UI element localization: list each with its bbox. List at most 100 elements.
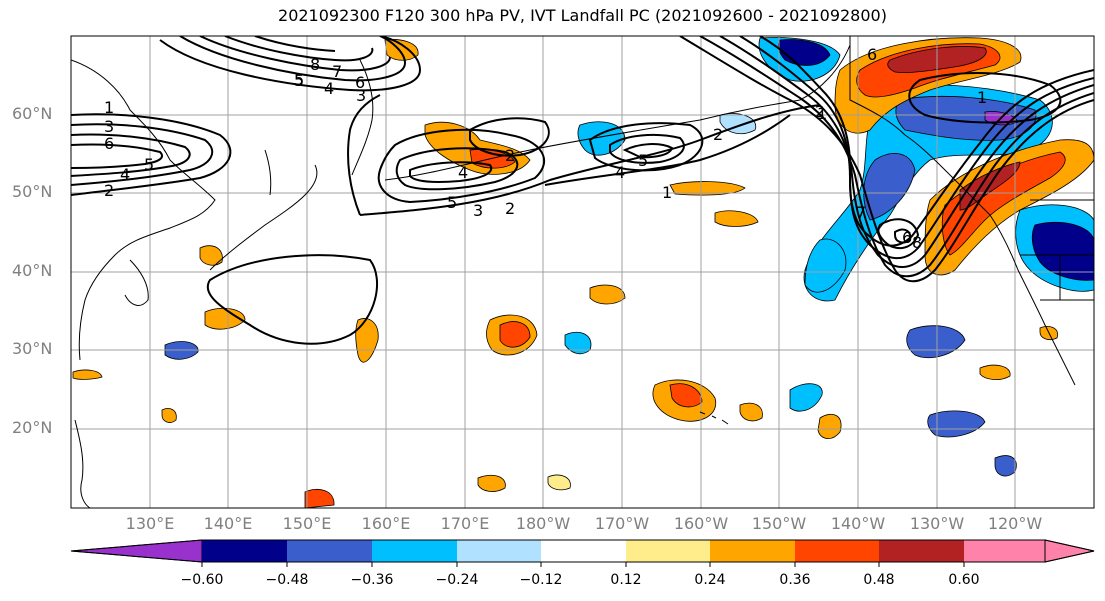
- colorbar-bin: [879, 540, 964, 562]
- contour-label: 6: [104, 134, 114, 153]
- colorbar-tick-label: 0.48: [863, 572, 895, 588]
- contour-label: 1: [104, 98, 114, 117]
- colorbar-bin: [372, 540, 457, 562]
- colorbar-bin: [626, 540, 710, 562]
- lat-label: 50°N: [12, 182, 53, 201]
- colorbar-extend-low: [70, 539, 203, 563]
- pos-anomaly-16: [161, 408, 177, 423]
- pos-anomaly-6: [589, 284, 626, 305]
- contour-label: 3: [473, 201, 483, 220]
- pos-anomaly-13: [739, 402, 763, 422]
- contour-label: 4: [324, 79, 334, 98]
- contour-label: 6: [355, 73, 365, 92]
- lon-label: 140°W: [830, 514, 886, 533]
- map-plot-area: 1 3 6 2 4 5 5 8 7 6 5 4 3 2 4 5 3 2 5 4 …: [71, 36, 1094, 508]
- pos-anomaly-17: [72, 369, 103, 380]
- colorbar-tick-label: −0.48: [265, 572, 309, 588]
- lon-label: 150°W: [751, 514, 807, 533]
- lon-label: 120°W: [987, 514, 1043, 533]
- lon-label: 180°W: [515, 514, 571, 533]
- contour-label: 2: [815, 102, 825, 121]
- contour-label: 5: [447, 193, 457, 212]
- colorbar-bin: [202, 540, 287, 562]
- contour-label: 1: [977, 88, 987, 107]
- colorbar-bin: [457, 540, 541, 562]
- colorbar-tick-label: −0.36: [350, 572, 394, 588]
- pos-anomaly-9: [204, 307, 246, 330]
- pos-anomaly-8: [714, 210, 759, 227]
- colorbar-tick-label: 0.12: [610, 572, 642, 588]
- colorbar-tick-label: −0.12: [519, 572, 563, 588]
- colorbar-tick-label: −0.60: [180, 572, 224, 588]
- lat-label: 40°N: [12, 261, 53, 280]
- lon-label: 170°E: [440, 514, 490, 533]
- pos-anomaly-15: [979, 364, 1011, 380]
- contour-label: 3: [104, 117, 114, 136]
- coast-nw-america: [904, 134, 1076, 386]
- pos-core-pnw: [941, 151, 1066, 256]
- pos-anomaly-11: [477, 474, 506, 492]
- coast-us-states: [1020, 199, 1094, 301]
- lon-label: 130°W: [909, 514, 965, 533]
- pv-contours: [71, 36, 1094, 345]
- pos-anomaly-18: [547, 474, 571, 491]
- contour-label: 5: [144, 155, 154, 174]
- coast-alaska: [799, 36, 906, 136]
- pos-anomaly-7: [669, 181, 746, 196]
- colorbar-bin: [795, 540, 879, 562]
- coastlines: [71, 36, 1094, 508]
- contour-label: 4: [120, 165, 130, 184]
- neg-core-great-basin: [1031, 221, 1094, 281]
- neg-small-4: [789, 383, 823, 412]
- colorbar-tick-label: −0.24: [435, 572, 479, 588]
- contour-labels: 1 3 6 2 4 5 5 8 7 6 5 4 3 2 4 5 3 2 5 4 …: [104, 45, 987, 252]
- contour-label: 1: [662, 183, 672, 202]
- lon-label: 160°W: [673, 514, 729, 533]
- coast-korea: [124, 259, 149, 306]
- contour-label: 7: [332, 62, 342, 81]
- lat-label: 20°N: [12, 418, 53, 437]
- lat-label: 60°N: [12, 104, 53, 123]
- lat-label: 30°N: [12, 339, 53, 358]
- colorbar-extend-high: [1044, 539, 1095, 563]
- ivt-shading: [72, 37, 1094, 508]
- pos-anomaly-12: [304, 488, 335, 508]
- pos-core-4: [669, 383, 703, 408]
- colorbar-tick-label: 0.24: [694, 572, 726, 588]
- pos-anomaly-10: [199, 245, 223, 266]
- coast-hawaii: [699, 411, 729, 425]
- coast-asia: [71, 59, 216, 361]
- contour-label: 2: [505, 146, 515, 165]
- neg-small-7: [994, 455, 1017, 477]
- contour-label: 6: [867, 45, 877, 64]
- pos-core-3: [499, 321, 531, 348]
- contour-label: 8: [310, 55, 320, 74]
- lon-label: 140°E: [203, 514, 253, 533]
- lon-label: 150°E: [282, 514, 332, 533]
- colorbar-bin: [541, 540, 626, 562]
- figure-title: 2021092300 F120 300 hPa PV, IVT Landfall…: [278, 6, 887, 25]
- colorbar-tick-label: 0.36: [779, 572, 811, 588]
- neg-small-1: [577, 121, 626, 156]
- coast-kamchatka: [351, 59, 374, 176]
- contour-label: 2: [104, 181, 114, 200]
- colorbar-bin: [964, 540, 1045, 562]
- colorbar: [70, 539, 1095, 567]
- colorbar-bin: [710, 540, 795, 562]
- contour-label: 2: [713, 125, 723, 144]
- neg-small-8: [804, 238, 847, 293]
- pos-anomaly-5: [355, 318, 379, 363]
- contour-label: 6: [902, 228, 912, 247]
- lon-label: 160°E: [361, 514, 411, 533]
- lon-label: 170°W: [594, 514, 650, 533]
- contour-label: 4: [615, 163, 625, 182]
- colorbar-bin: [287, 540, 372, 562]
- coast-philippines: [74, 419, 91, 508]
- neg-small-3: [927, 410, 986, 438]
- contour-label: 5: [294, 71, 304, 90]
- contour-label: 5: [294, 70, 304, 89]
- contour-label: 3: [356, 86, 366, 105]
- lon-label: 130°E: [125, 514, 175, 533]
- coast-japan: [209, 164, 318, 271]
